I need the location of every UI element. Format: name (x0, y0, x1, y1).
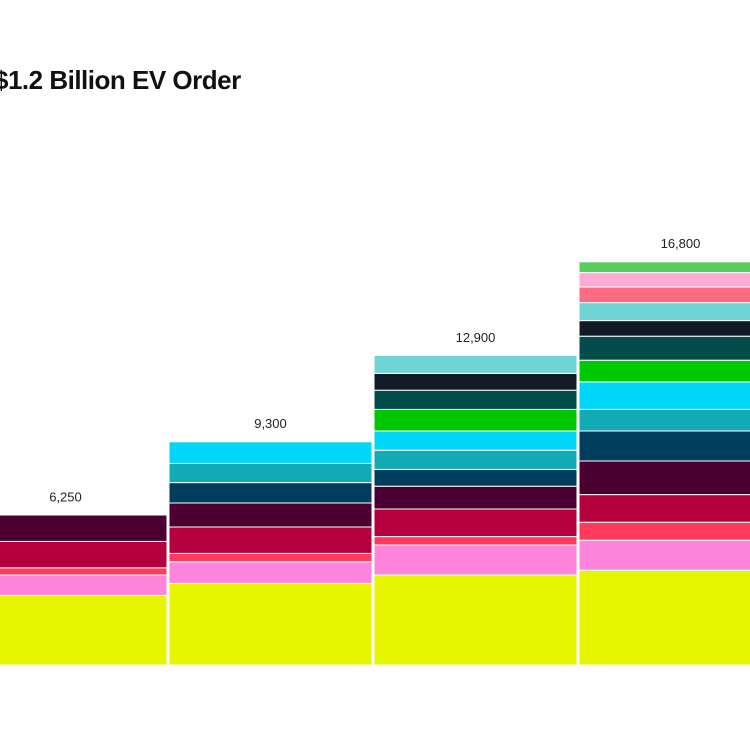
bar-segment (0, 540, 168, 569)
bar-segment (373, 372, 578, 391)
total-label: 9,300 (254, 416, 287, 431)
bar-segment (578, 381, 750, 410)
bar-segment (578, 272, 750, 288)
bar-segment (168, 552, 373, 563)
bar-segment (168, 502, 373, 528)
bar-segment (168, 441, 373, 464)
total-label: 12,900 (456, 330, 496, 345)
bar-segment (0, 514, 168, 542)
bar-segment (373, 485, 578, 510)
bar-segment (373, 574, 578, 666)
bar-segment (578, 521, 750, 541)
bar-segment (168, 561, 373, 584)
bar-segment (578, 302, 750, 322)
chart-title: $1.2 Billion EV Order (0, 65, 241, 95)
bar-segment (373, 468, 578, 487)
bar-segment (373, 449, 578, 470)
total-label: 16,800 (661, 236, 701, 251)
bar-segment (373, 408, 578, 432)
total-label: 6,250 (49, 489, 82, 504)
bar-segment (578, 320, 750, 337)
bar-segment (168, 482, 373, 504)
bar-segment (578, 460, 750, 496)
bar-segment (373, 354, 578, 374)
bar-segment (168, 462, 373, 484)
bar-segment (578, 286, 750, 304)
bar-segment (0, 567, 168, 576)
bar-segment (578, 539, 750, 571)
bar-segment (578, 494, 750, 523)
bar-segment (578, 430, 750, 462)
bar-segment (578, 261, 750, 274)
bar-segment (373, 430, 578, 451)
bar-segment (578, 408, 750, 432)
bar-segment (578, 359, 750, 383)
bar-segment (578, 569, 750, 666)
bar-segment (373, 389, 578, 410)
bar-segment (0, 594, 168, 666)
bar-segment (373, 536, 578, 546)
bar-segment (373, 508, 578, 538)
bar-segment (373, 544, 578, 576)
bar-segment (168, 582, 373, 666)
bar-segment (578, 335, 750, 361)
bar-segment (168, 526, 373, 554)
bar-segment (0, 574, 168, 596)
